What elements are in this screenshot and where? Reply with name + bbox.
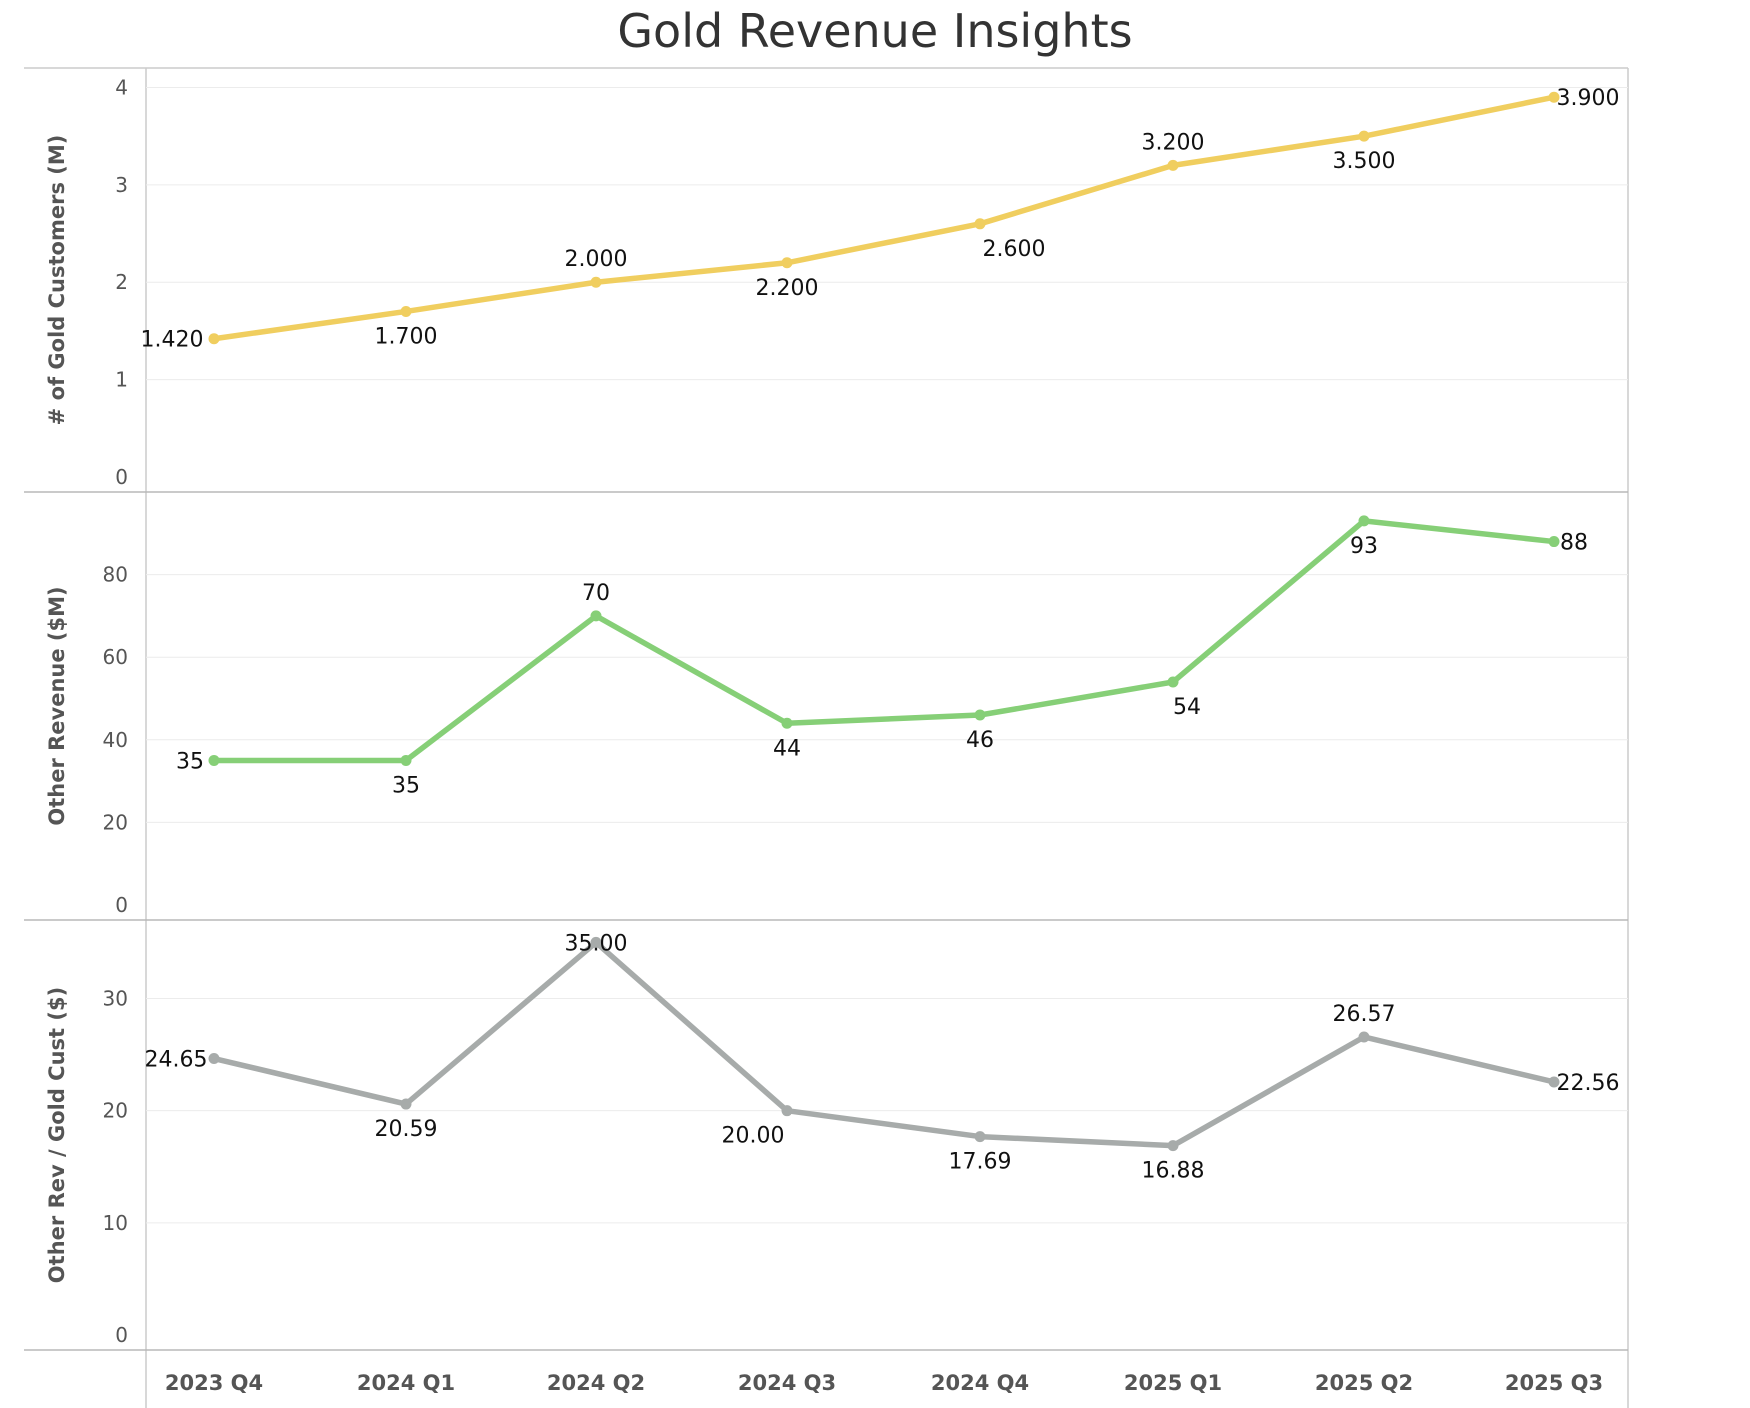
data-point-p1-2 (400, 305, 412, 317)
data-label-p3-8: 22.56 (1557, 1071, 1620, 1096)
data-point-p3-4 (781, 1105, 793, 1117)
x-tick-label-8: 2025 Q3 (1505, 1371, 1603, 1395)
y-tick-label-p1-2: 2 (115, 270, 128, 294)
data-label-p2-3: 70 (582, 581, 610, 606)
data-label-p2-4: 44 (773, 736, 801, 761)
y-tick-label-p3-10: 10 (103, 1211, 128, 1235)
data-label-p1-3: 2.000 (565, 247, 628, 272)
data-point-p2-6 (1167, 676, 1179, 688)
data-point-p2-7 (1358, 515, 1370, 527)
data-label-p2-1: 35 (176, 749, 204, 774)
x-tick-label-5: 2024 Q4 (931, 1371, 1029, 1395)
x-tick-label-1: 2023 Q4 (165, 1371, 263, 1395)
data-point-p3-5 (974, 1131, 986, 1143)
series-line-p1 (211, 94, 1557, 342)
gridlines (146, 86, 1628, 1224)
data-point-p3-7 (1358, 1031, 1370, 1043)
y-tick-label-p1-1: 1 (115, 368, 128, 392)
series-line-p3 (211, 939, 1557, 1149)
data-label-p3-2: 20.59 (375, 1117, 438, 1142)
chart-title: Gold Revenue Insights (617, 4, 1133, 58)
data-point-p1-8 (1548, 91, 1560, 103)
data-point-p3-2 (400, 1098, 412, 1110)
data-label-p3-6: 16.88 (1142, 1159, 1205, 1184)
data-label-p1-8: 3.900 (1557, 86, 1620, 111)
data-label-p3-4: 20.00 (722, 1124, 785, 1149)
data-point-p1-4 (781, 257, 793, 269)
data-point-p1-5 (974, 218, 986, 230)
x-tick-label-2: 2024 Q1 (357, 1371, 455, 1395)
x-tick-label-4: 2024 Q3 (738, 1371, 836, 1395)
data-point-p3-3 (590, 936, 602, 948)
data-label-p2-6: 54 (1173, 695, 1201, 720)
data-point-p2-3 (590, 610, 602, 622)
data-label-p2-7: 93 (1350, 534, 1378, 559)
data-point-p3-8 (1548, 1076, 1560, 1088)
y-tick-label-p2-40: 40 (103, 728, 128, 752)
y-axis-label-p1: # of Gold Customers (M) (45, 135, 69, 426)
data-point-p1-6 (1167, 159, 1179, 171)
data-point-p1-3 (590, 276, 602, 288)
y-tick-label-p2-60: 60 (103, 645, 128, 669)
data-label-p2-2: 35 (392, 773, 420, 798)
data-label-p1-2: 1.700 (375, 324, 438, 349)
y-axis-label-p3: Other Rev / Gold Cust ($) (45, 987, 69, 1283)
y-tick-label-p2-80: 80 (103, 563, 128, 587)
data-label-p3-5: 17.69 (949, 1150, 1012, 1175)
data-label-p3-1: 24.65 (145, 1048, 208, 1073)
data-label-p3-7: 26.57 (1333, 1002, 1396, 1027)
x-tick-label-3: 2024 Q2 (547, 1371, 645, 1395)
data-label-p1-5: 2.600 (983, 237, 1046, 262)
y-tick-label-p3-30: 30 (103, 987, 128, 1011)
y-axis-label-p2: Other Revenue ($M) (45, 586, 69, 825)
data-point-p1-7 (1358, 130, 1370, 142)
data-point-p2-1 (208, 754, 220, 766)
data-label-p1-4: 2.200 (756, 276, 819, 301)
chart-frame (24, 67, 1629, 1408)
y-tick-label-p2-20: 20 (103, 810, 128, 834)
data-point-p2-5 (974, 709, 986, 721)
x-tick-label-6: 2025 Q1 (1124, 1371, 1222, 1395)
data-label-p2-8: 88 (1560, 531, 1588, 556)
data-point-p2-2 (400, 754, 412, 766)
y-tick-label-p3-20: 20 (103, 1099, 128, 1123)
data-point-p3-1 (208, 1053, 220, 1065)
data-label-p2-5: 46 (966, 728, 994, 753)
data-point-p2-4 (781, 717, 793, 729)
y-tick-label-p1-3: 3 (115, 173, 128, 197)
y-tick-label-p2-0: 0 (115, 893, 128, 917)
axes: 0 1 2 3 4 # of Gold Customers (M) 0 20 40 60 80 Oth… (45, 75, 1603, 1395)
data-label-p1-6: 3.200 (1142, 130, 1205, 155)
y-tick-label-p1-0: 0 (115, 465, 128, 489)
series-layer: 1.420 1.700 2.000 2.200 2.600 3.200 3.500 3.900… (141, 86, 1620, 1183)
data-label-p1-7: 3.500 (1333, 149, 1396, 174)
data-point-p2-8 (1548, 536, 1560, 548)
y-tick-label-p1-4: 4 (115, 75, 128, 99)
data-label-p3-3: 35.00 (565, 931, 628, 956)
series-line-p2 (211, 518, 1557, 764)
x-tick-label-7: 2025 Q2 (1315, 1371, 1413, 1395)
y-tick-label-p3-0: 0 (115, 1323, 128, 1347)
data-label-p1-1: 1.420 (141, 328, 204, 353)
data-point-p3-6 (1167, 1140, 1179, 1152)
data-point-p1-1 (208, 333, 220, 345)
